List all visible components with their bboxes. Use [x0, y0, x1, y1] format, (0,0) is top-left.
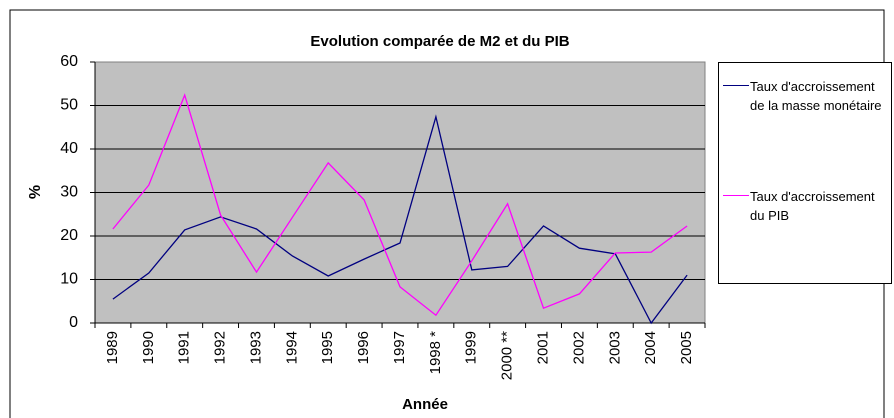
x-tick-label: 1996 — [355, 331, 372, 364]
x-tick-label: 2002 — [570, 331, 587, 364]
chart-title: Evolution comparée de M2 et du PIB — [310, 33, 569, 50]
x-tick-label: 1992 — [212, 331, 229, 364]
series-line — [112, 114, 688, 325]
x-tick-label: 1995 — [319, 331, 336, 364]
y-tick-label: 40 — [60, 140, 78, 157]
x-tick-label: 1999 — [463, 331, 480, 364]
x-tick-label: 2005 — [678, 331, 695, 364]
x-tick-label: 2004 — [642, 331, 659, 364]
legend-swatch — [723, 195, 749, 196]
x-tick-label: 1997 — [391, 331, 408, 364]
series-line — [112, 93, 688, 317]
y-tick-label: 30 — [60, 184, 78, 201]
legend-swatch — [723, 85, 749, 86]
x-tick-label: 2000 ** — [499, 331, 516, 380]
y-tick-label: 60 — [60, 53, 78, 70]
x-tick-label: 1993 — [247, 331, 264, 364]
x-tick-label: 1994 — [283, 331, 300, 364]
x-tick-label: 1991 — [176, 331, 193, 364]
x-tick-label: 2001 — [534, 331, 551, 364]
x-tick-label: 1998 * — [427, 331, 444, 375]
legend: Taux d'accroissement de la masse monétai… — [718, 62, 892, 284]
y-tick-label: 20 — [60, 227, 78, 244]
y-axis-label: % — [27, 185, 44, 199]
y-tick-label: 50 — [60, 97, 78, 114]
legend-label: Taux d'accroissement du PIB — [750, 189, 875, 223]
legend-label: Taux d'accroissement de la masse monétai… — [750, 79, 882, 113]
y-tick-label: 10 — [60, 271, 78, 288]
x-tick-label: 1990 — [140, 331, 157, 364]
x-axis-label: Année — [402, 396, 448, 413]
y-tick-label: 0 — [69, 314, 78, 331]
x-tick-label: 2003 — [606, 331, 623, 364]
x-tick-label: 1989 — [104, 331, 121, 364]
